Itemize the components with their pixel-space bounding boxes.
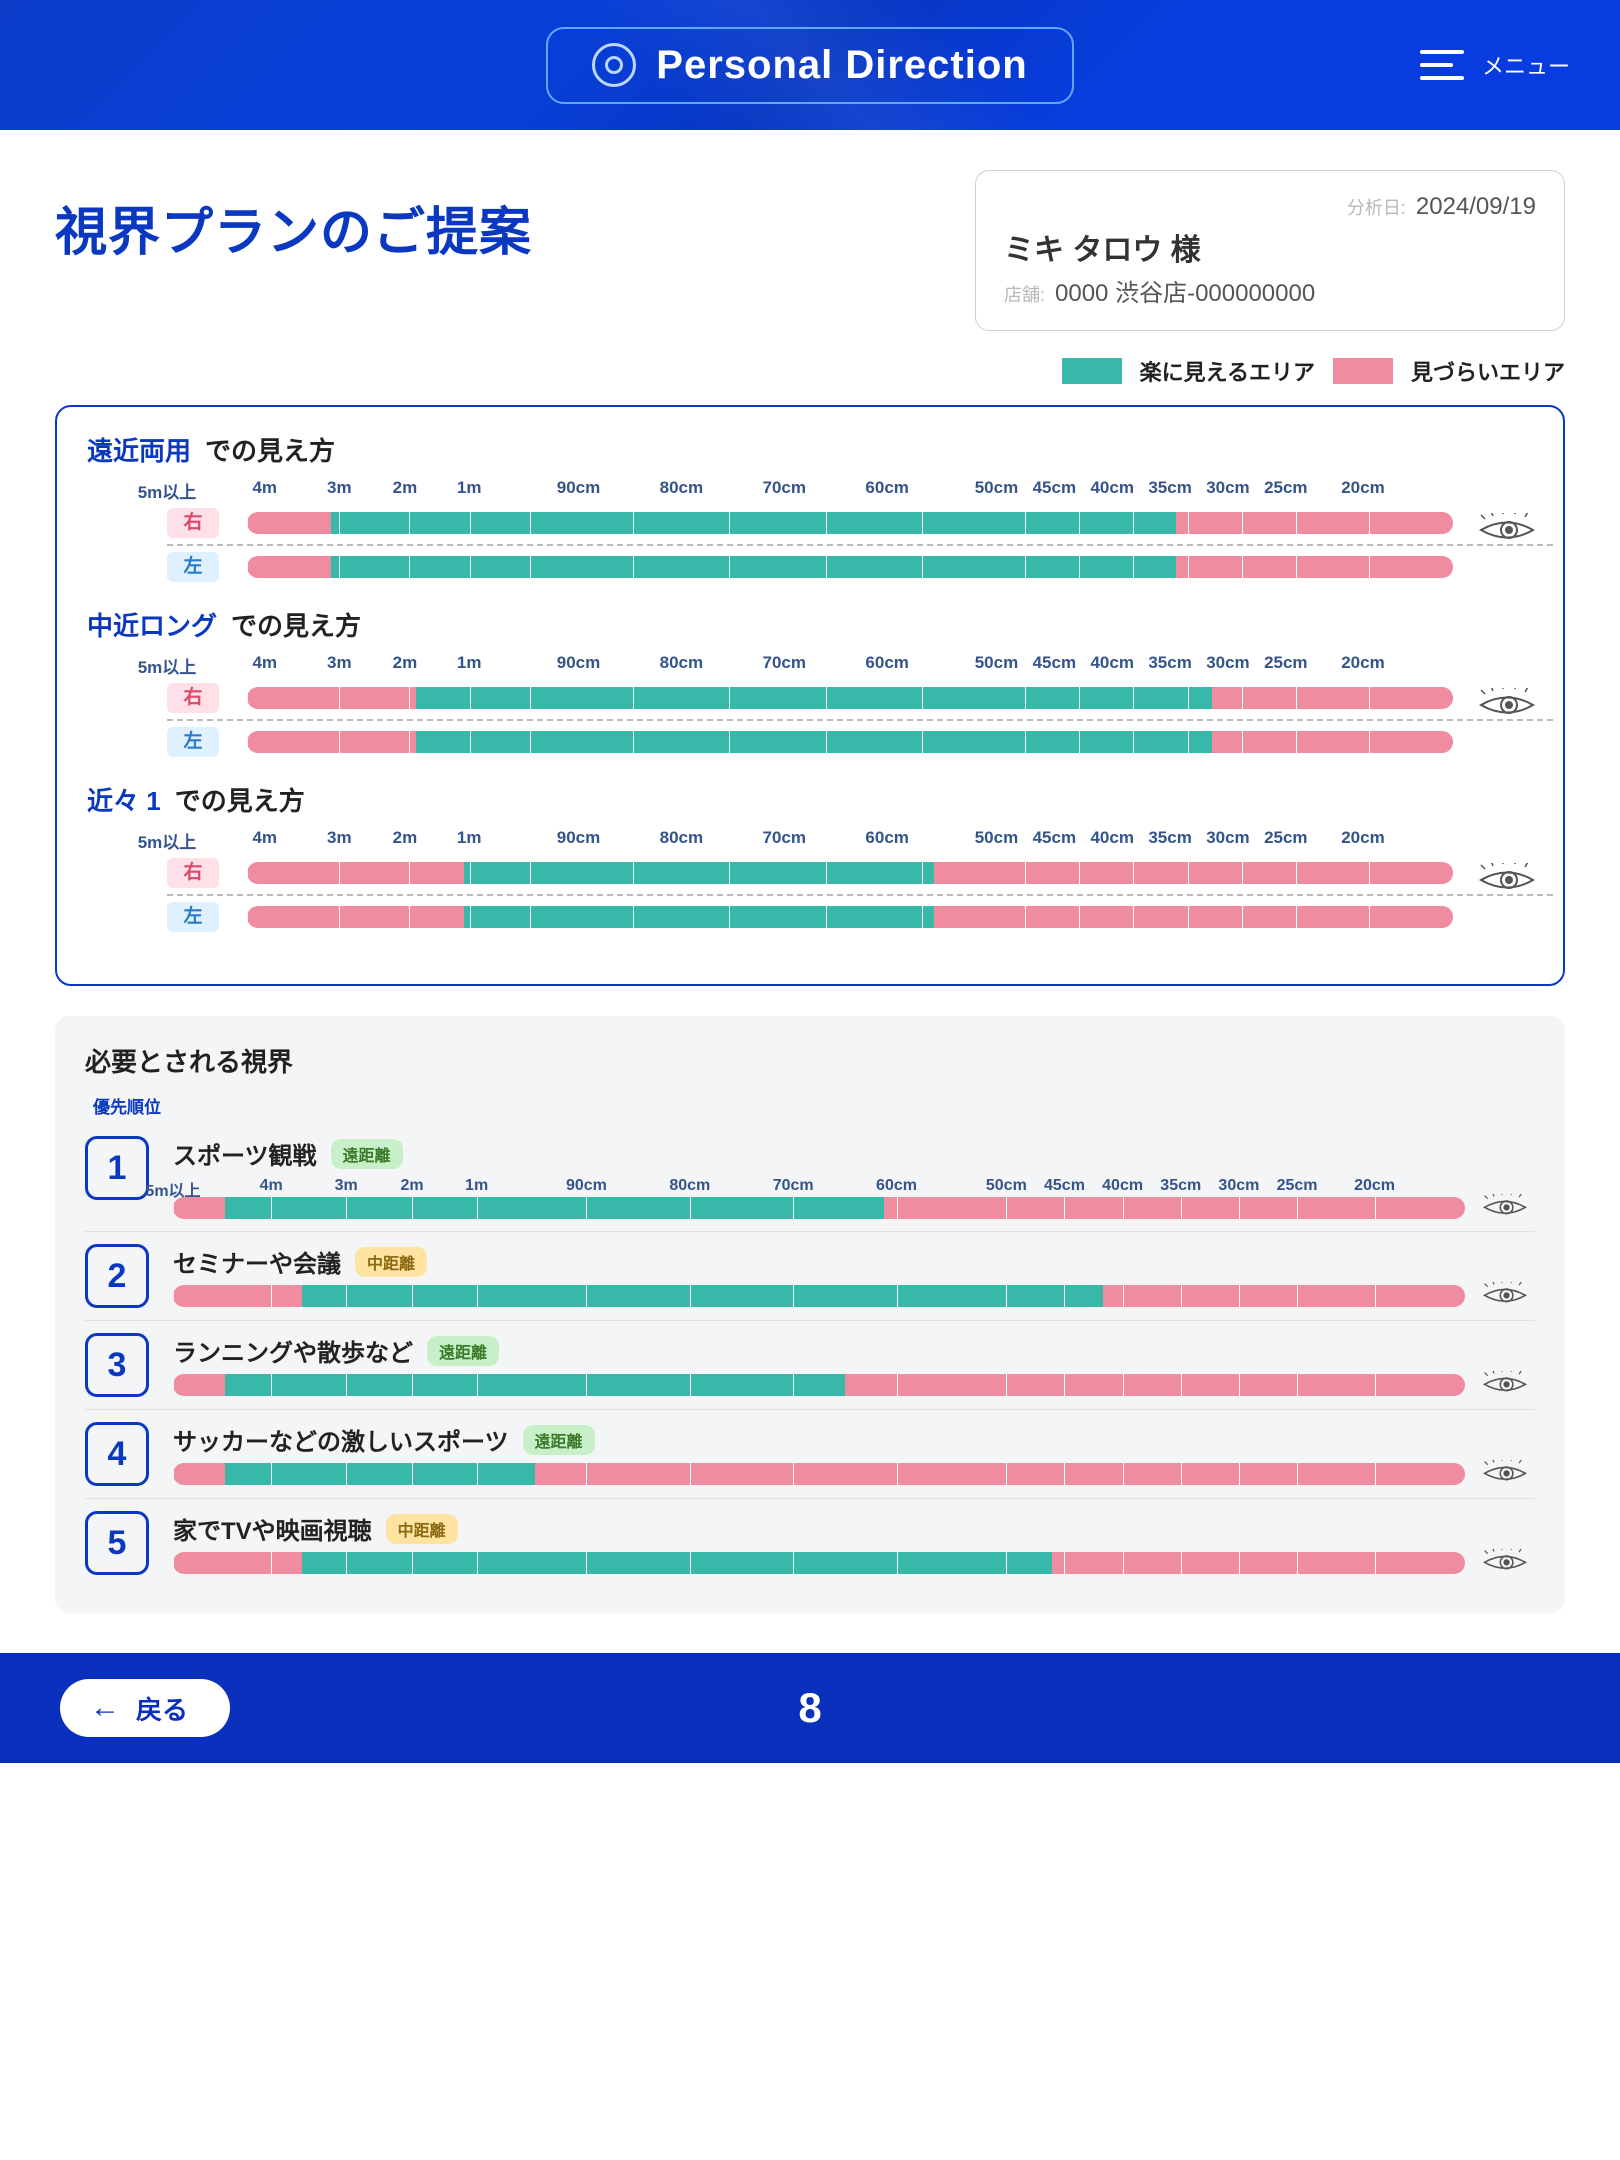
need-row: 3 ランニングや散歩など遠距離 bbox=[85, 1321, 1535, 1410]
distance-tag: 遠距離 bbox=[523, 1425, 595, 1455]
eye-label-left: 左 bbox=[167, 902, 219, 932]
priority-label: 優先順位 bbox=[85, 1093, 1535, 1118]
range-bar bbox=[247, 906, 1453, 928]
range-bar bbox=[247, 556, 1453, 578]
eye-icon bbox=[1479, 863, 1535, 897]
need-bar bbox=[173, 1285, 1465, 1307]
eye-icon bbox=[1483, 1549, 1527, 1577]
eye-icon bbox=[1479, 688, 1535, 722]
page-number: 8 bbox=[798, 1684, 821, 1732]
distance-tag: 遠距離 bbox=[427, 1336, 499, 1366]
need-name: サッカーなどの激しいスポーツ bbox=[173, 1422, 509, 1457]
lens-block: 遠近両用での見え方 5m以上4m3m2m1m90cm80cm70cm60cm50c… bbox=[87, 431, 1533, 582]
need-bar bbox=[173, 1197, 1465, 1219]
need-bar bbox=[173, 1463, 1465, 1485]
customer-name: ミキ タロウ 様 bbox=[1004, 225, 1201, 269]
distance-tag: 中距離 bbox=[386, 1514, 458, 1544]
eye-icon bbox=[1483, 1460, 1527, 1488]
brand-badge: Personal Direction bbox=[546, 27, 1073, 104]
legend-swatch-hard bbox=[1333, 358, 1393, 384]
lens-name: 中近ロング bbox=[87, 611, 217, 641]
brand-icon bbox=[592, 43, 636, 87]
axis-wrap: 5m以上4m3m2m1m90cm80cm70cm60cm50cm45cm40cm… bbox=[167, 828, 1453, 888]
distance-tag: 遠距離 bbox=[331, 1139, 403, 1169]
legend-label-hard: 見づらいエリア bbox=[1411, 355, 1565, 387]
need-name: 家でTVや映画視聴 bbox=[173, 1511, 372, 1546]
range-bar bbox=[247, 862, 1453, 884]
lens-name: 遠近両用 bbox=[87, 436, 191, 466]
back-label: 戻る bbox=[136, 1690, 188, 1727]
divider-dash bbox=[167, 894, 1553, 896]
vision-suffix: での見え方 bbox=[205, 436, 335, 466]
date-label: 分析日: bbox=[1347, 194, 1406, 220]
rank-badge: 4 bbox=[85, 1422, 149, 1486]
analysis-date: 2024/09/19 bbox=[1416, 193, 1536, 221]
eye-label-right: 右 bbox=[167, 858, 219, 888]
footer-bar: ← 戻る 8 bbox=[0, 1653, 1620, 1763]
range-bar bbox=[247, 731, 1453, 753]
axis-labels: 5m以上4m3m2m1m90cm80cm70cm60cm50cm45cm40cm… bbox=[167, 653, 1453, 677]
customer-info-card: 分析日: 2024/09/19 ミキ タロウ 様 店舗: 0000 渋谷店-00… bbox=[975, 170, 1565, 331]
need-name: ランニングや散歩など bbox=[173, 1333, 413, 1368]
app-header: Personal Direction メニュー bbox=[0, 0, 1620, 130]
axis-wrap: 5m以上4m3m2m1m90cm80cm70cm60cm50cm45cm40cm… bbox=[167, 478, 1453, 538]
axis-labels: 5m以上4m3m2m1m90cm80cm70cm60cm50cm45cm40cm… bbox=[167, 478, 1453, 502]
need-row: 2 セミナーや会議中距離 bbox=[85, 1232, 1535, 1321]
back-button[interactable]: ← 戻る bbox=[60, 1679, 230, 1737]
range-bar bbox=[247, 512, 1453, 534]
eye-label-right: 右 bbox=[167, 508, 219, 538]
brand-text: Personal Direction bbox=[656, 43, 1027, 88]
store-label: 店舗: bbox=[1004, 281, 1045, 307]
range-bar bbox=[247, 687, 1453, 709]
menu-label: メニュー bbox=[1482, 49, 1570, 81]
needs-title: 必要とされる視界 bbox=[85, 1042, 1535, 1079]
arrow-left-icon: ← bbox=[90, 1691, 120, 1725]
legend-swatch-easy bbox=[1062, 358, 1122, 384]
vision-panel: 遠近両用での見え方5m以上4m3m2m1m90cm80cm70cm60cm50c… bbox=[55, 405, 1565, 986]
need-bar bbox=[173, 1552, 1465, 1574]
axis-labels: 5m以上4m3m2m1m90cm80cm70cm60cm50cm45cm40cm… bbox=[167, 828, 1453, 852]
eye-icon bbox=[1479, 513, 1535, 547]
rank-badge: 1 bbox=[85, 1136, 149, 1200]
eye-icon bbox=[1483, 1194, 1527, 1222]
store-value: 0000 渋谷店-000000000 bbox=[1055, 273, 1315, 308]
hamburger-icon bbox=[1420, 50, 1464, 80]
axis-wrap: 5m以上4m3m2m1m90cm80cm70cm60cm50cm45cm40cm… bbox=[167, 653, 1453, 713]
rank-badge: 3 bbox=[85, 1333, 149, 1397]
lens-block: 近々 1 での見え方 5m以上4m3m2m1m90cm80cm70cm60cm50c… bbox=[87, 781, 1533, 932]
needs-panel: 必要とされる視界 優先順位 1スポーツ観戦遠距離5m以上4m3m2m1m90cm… bbox=[55, 1016, 1565, 1613]
divider-dash bbox=[167, 544, 1553, 546]
eye-label-left: 左 bbox=[167, 727, 219, 757]
page-title: 視界プランのご提案 bbox=[55, 170, 532, 265]
legend: 楽に見えるエリア 見づらいエリア bbox=[55, 355, 1565, 387]
eye-label-right: 右 bbox=[167, 683, 219, 713]
need-row: 4 サッカーなどの激しいスポーツ遠距離 bbox=[85, 1410, 1535, 1499]
vision-suffix: での見え方 bbox=[231, 611, 361, 641]
distance-tag: 中距離 bbox=[355, 1247, 427, 1277]
divider-dash bbox=[167, 719, 1553, 721]
need-row: 5 家でTVや映画視聴中距離 bbox=[85, 1499, 1535, 1587]
eye-label-left: 左 bbox=[167, 552, 219, 582]
need-name: セミナーや会議 bbox=[173, 1244, 341, 1279]
lens-block: 中近ロングでの見え方 5m以上4m3m2m1m90cm80cm70cm60cm50… bbox=[87, 606, 1533, 757]
lens-name: 近々 1 bbox=[87, 786, 161, 816]
rank-badge: 2 bbox=[85, 1244, 149, 1308]
eye-icon bbox=[1483, 1371, 1527, 1399]
need-bar bbox=[173, 1374, 1465, 1396]
menu-button[interactable]: メニュー bbox=[1420, 49, 1570, 81]
rank-badge: 5 bbox=[85, 1511, 149, 1575]
need-name: スポーツ観戦 bbox=[173, 1136, 317, 1171]
axis-labels: 5m以上4m3m2m1m90cm80cm70cm60cm50cm45cm40cm… bbox=[173, 1177, 1465, 1197]
eye-icon bbox=[1483, 1282, 1527, 1310]
vision-suffix: での見え方 bbox=[175, 786, 305, 816]
need-row: 1 スポーツ観戦遠距離 5m以上4m3m2m1m90cm80cm70cm60cm50… bbox=[85, 1124, 1535, 1232]
legend-label-easy: 楽に見えるエリア bbox=[1140, 355, 1315, 387]
